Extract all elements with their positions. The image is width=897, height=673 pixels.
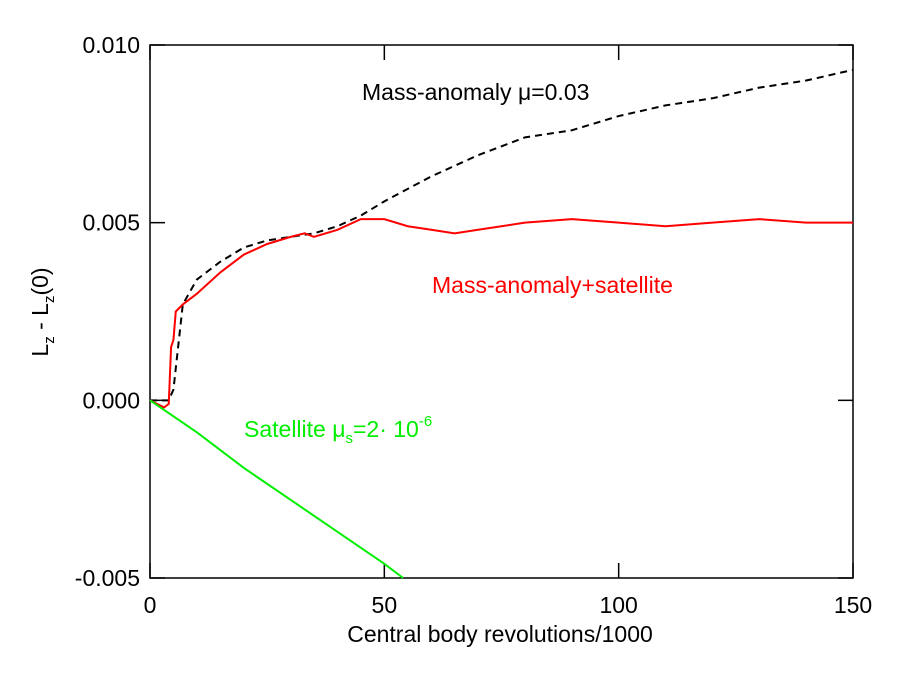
- annotation: Mass-anomaly+satellite: [432, 272, 673, 298]
- annotation-part: =0.03: [531, 79, 589, 105]
- y-tick-label: 0.010: [82, 32, 140, 58]
- annotation: Satellite μs=2· 10-6: [244, 413, 432, 447]
- y-label-part: L: [27, 344, 53, 357]
- plot-frame: [149, 44, 854, 579]
- y-label-sub: z: [41, 296, 58, 304]
- annotation-part: Mass-anomaly+satellite: [432, 272, 673, 298]
- annotation-part: Satellite: [244, 416, 332, 442]
- y-tick-label: -0.005: [75, 565, 140, 591]
- annotation-sub: s: [345, 430, 353, 447]
- y-tick-label: 0.005: [82, 210, 140, 236]
- series-line: [149, 399, 404, 579]
- y-label-part: - L: [27, 303, 53, 336]
- series-line: [149, 218, 853, 409]
- annotation-part: μ: [332, 416, 345, 442]
- annotation: Mass-anomaly μ=0.03: [362, 79, 589, 105]
- annotation-part: =2· 10: [353, 416, 419, 442]
- y-label-sub: z: [41, 336, 58, 344]
- annotation-sup: -6: [419, 413, 432, 430]
- y-label-part: (0): [27, 267, 53, 295]
- y-axis-label: Lz - Lz(0): [27, 267, 58, 356]
- y-tick-label: 0.000: [82, 387, 140, 413]
- annotation-part: Mass-anomaly: [362, 79, 518, 105]
- x-tick-label: 50: [372, 592, 398, 618]
- x-tick-label: 150: [834, 592, 872, 618]
- x-tick-label: 100: [599, 592, 637, 618]
- x-tick-label: 0: [144, 592, 157, 618]
- x-axis-label: Central body revolutions/1000: [347, 621, 653, 647]
- annotation-part: μ: [518, 79, 531, 105]
- series-line: [150, 68, 854, 402]
